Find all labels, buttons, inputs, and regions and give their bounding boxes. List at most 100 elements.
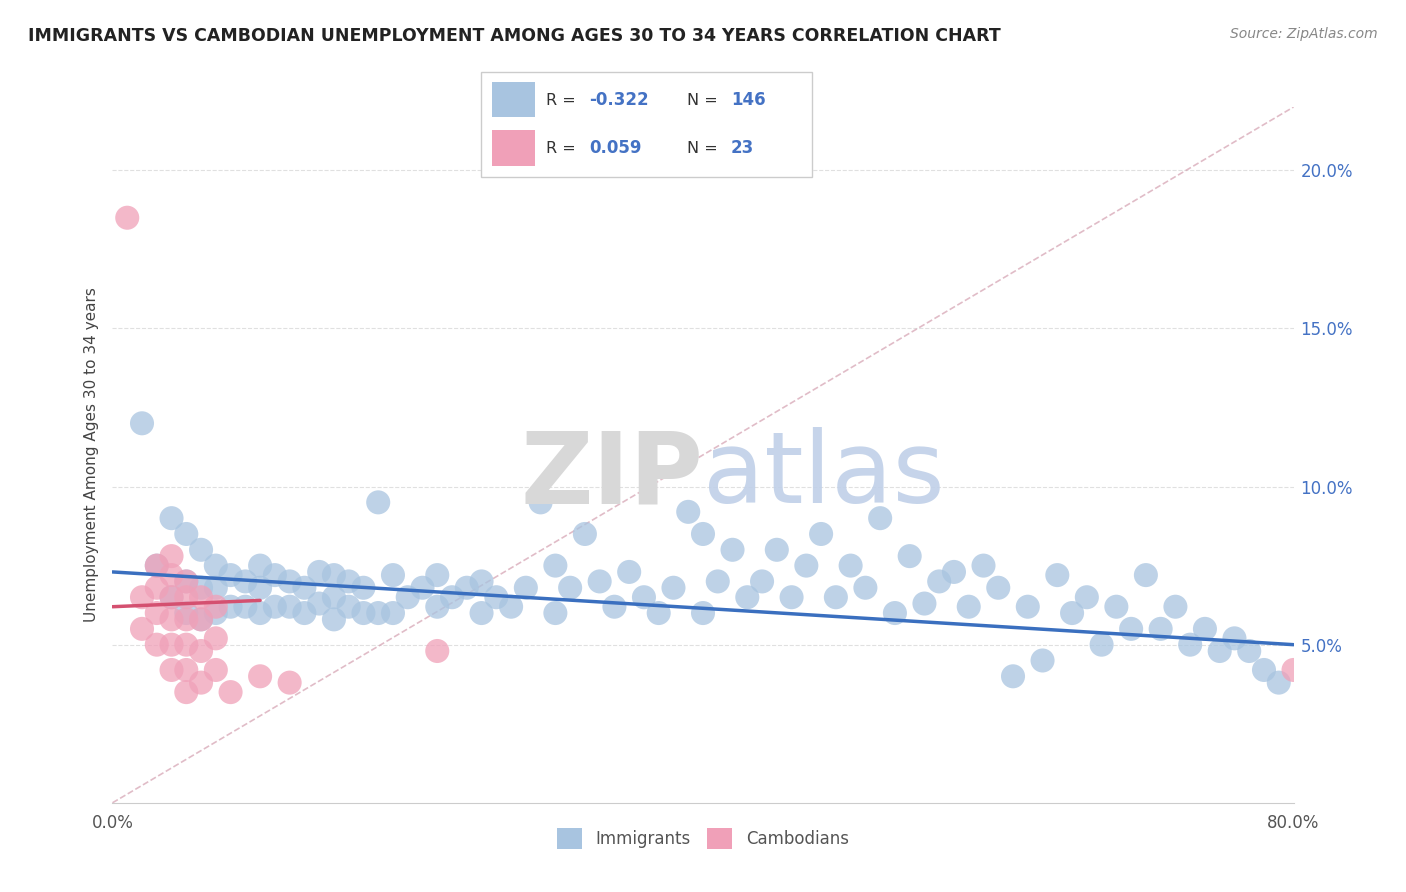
Point: [367, 495, 389, 509]
Point: [1253, 663, 1275, 677]
Point: [824, 591, 846, 605]
Point: [146, 558, 169, 573]
Point: [678, 505, 700, 519]
Point: [515, 581, 537, 595]
Point: [249, 558, 271, 573]
Point: [426, 568, 449, 582]
Point: [292, 581, 315, 595]
Point: [1091, 638, 1114, 652]
Point: [884, 606, 907, 620]
Text: 0.059: 0.059: [589, 139, 643, 157]
Point: [558, 581, 582, 595]
Point: [117, 211, 138, 225]
Y-axis label: Unemployment Among Ages 30 to 34 years: Unemployment Among Ages 30 to 34 years: [83, 287, 98, 623]
Point: [780, 591, 803, 605]
Point: [160, 549, 183, 563]
Point: [1119, 622, 1142, 636]
Point: [249, 606, 271, 620]
Point: [766, 542, 789, 557]
Point: [233, 599, 256, 614]
Text: 146: 146: [731, 91, 766, 109]
FancyBboxPatch shape: [492, 130, 536, 166]
Point: [174, 527, 197, 541]
Point: [869, 511, 891, 525]
Point: [292, 606, 315, 620]
Point: [501, 599, 523, 614]
Point: [396, 591, 419, 605]
Point: [323, 612, 346, 626]
Point: [190, 644, 212, 658]
Text: IMMIGRANTS VS CAMBODIAN UNEMPLOYMENT AMONG AGES 30 TO 34 YEARS CORRELATION CHART: IMMIGRANTS VS CAMBODIAN UNEMPLOYMENT AMO…: [28, 27, 1001, 45]
Point: [1194, 622, 1216, 636]
Point: [544, 558, 567, 573]
Point: [205, 558, 228, 573]
Text: -0.322: -0.322: [589, 91, 650, 109]
Legend: Immigrants, Cambodians: Immigrants, Cambodians: [548, 820, 858, 857]
Point: [146, 606, 169, 620]
Text: R =: R =: [546, 141, 581, 156]
Point: [337, 599, 360, 614]
Point: [633, 591, 655, 605]
Point: [737, 591, 759, 605]
Point: [249, 581, 271, 595]
Text: N =: N =: [688, 141, 723, 156]
Point: [810, 527, 832, 541]
Point: [692, 606, 714, 620]
Point: [382, 606, 405, 620]
Point: [146, 638, 169, 652]
Point: [470, 574, 494, 589]
Point: [1017, 599, 1039, 614]
Point: [174, 612, 197, 626]
Point: [160, 638, 183, 652]
Point: [205, 599, 228, 614]
Point: [662, 581, 685, 595]
Point: [174, 685, 197, 699]
Point: [352, 606, 374, 620]
Point: [278, 574, 301, 589]
Point: [987, 581, 1010, 595]
Point: [914, 597, 936, 611]
Point: [174, 606, 197, 620]
Point: [1032, 653, 1054, 667]
Point: [205, 663, 228, 677]
Point: [1178, 638, 1201, 652]
Point: [1223, 632, 1246, 646]
Point: [619, 565, 641, 579]
Point: [855, 581, 877, 595]
Point: [352, 581, 374, 595]
Text: atlas: atlas: [703, 427, 945, 524]
Text: R =: R =: [546, 93, 581, 108]
Point: [692, 527, 714, 541]
Point: [205, 606, 228, 620]
Point: [160, 663, 183, 677]
Point: [898, 549, 921, 563]
Point: [411, 581, 433, 595]
Point: [205, 581, 228, 595]
Point: [219, 685, 242, 699]
Point: [219, 568, 242, 582]
Point: [928, 574, 950, 589]
Point: [146, 581, 169, 595]
Point: [588, 574, 610, 589]
Point: [441, 591, 464, 605]
Point: [278, 675, 301, 690]
Point: [1208, 644, 1232, 658]
Point: [174, 574, 197, 589]
Point: [233, 574, 256, 589]
FancyBboxPatch shape: [492, 82, 536, 118]
Point: [323, 568, 346, 582]
Point: [957, 599, 980, 614]
Point: [131, 591, 153, 605]
Point: [1076, 591, 1098, 605]
Point: [470, 606, 494, 620]
Point: [190, 612, 212, 626]
Point: [160, 511, 183, 525]
Point: [1282, 663, 1305, 677]
Point: [1164, 599, 1187, 614]
Point: [574, 527, 596, 541]
Text: ZIP: ZIP: [520, 427, 703, 524]
Point: [603, 599, 626, 614]
Point: [1135, 568, 1157, 582]
Point: [174, 591, 197, 605]
Point: [249, 669, 271, 683]
